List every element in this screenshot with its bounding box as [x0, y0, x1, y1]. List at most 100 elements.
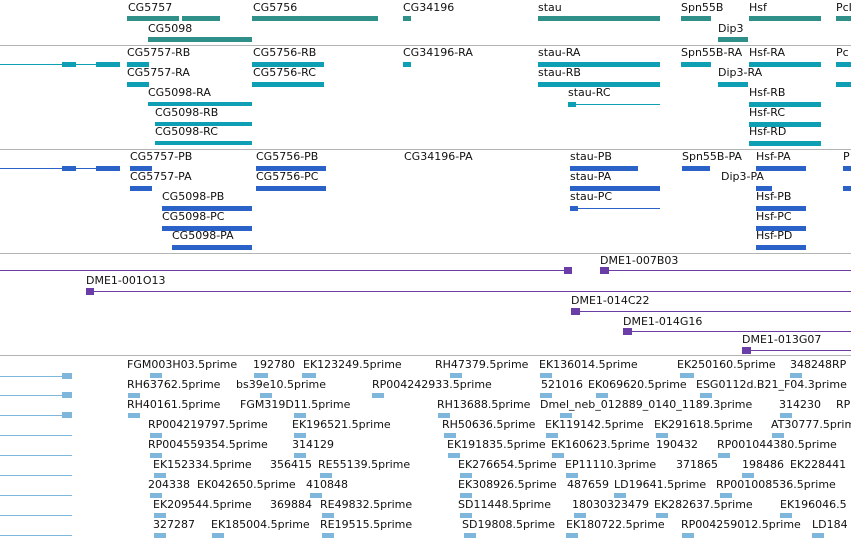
gene-cg5757-bar-2[interactable]: [182, 16, 220, 21]
transcript-exon[interactable]: [155, 141, 252, 145]
transcript-exon[interactable]: [843, 186, 851, 191]
est-marker[interactable]: [700, 393, 712, 398]
transcript-exon[interactable]: [538, 62, 660, 67]
probe-marker[interactable]: [600, 267, 609, 274]
est-marker[interactable]: [460, 493, 472, 498]
est-marker[interactable]: [680, 373, 694, 378]
probe-marker[interactable]: [742, 347, 751, 354]
est-line[interactable]: [0, 515, 72, 516]
transcript-exon[interactable]: [256, 186, 326, 191]
est-marker[interactable]: [294, 433, 306, 438]
est-marker[interactable]: [438, 413, 450, 418]
transcript-exon[interactable]: [681, 62, 711, 67]
probe-marker[interactable]: [623, 328, 632, 335]
est-marker[interactable]: [154, 473, 166, 478]
est-marker[interactable]: [62, 373, 72, 379]
est-marker[interactable]: [212, 533, 224, 538]
transcript-exon[interactable]: [256, 166, 326, 171]
transcript-exon[interactable]: [570, 166, 638, 171]
est-marker[interactable]: [566, 533, 578, 538]
transcript-line[interactable]: [0, 64, 120, 65]
est-marker[interactable]: [62, 412, 72, 418]
transcript-exon[interactable]: [130, 186, 152, 191]
est-marker[interactable]: [614, 493, 626, 498]
est-marker[interactable]: [128, 393, 140, 398]
est-marker[interactable]: [596, 393, 608, 398]
est-marker[interactable]: [372, 393, 384, 398]
gene-dip3-bar[interactable]: [718, 37, 748, 42]
est-marker[interactable]: [772, 433, 784, 438]
est-line[interactable]: [0, 495, 72, 496]
est-line[interactable]: [0, 535, 72, 536]
transcript-exon[interactable]: [756, 186, 772, 191]
gene-spn55b-bar[interactable]: [681, 16, 711, 21]
est-marker[interactable]: [566, 473, 578, 478]
probe-line[interactable]: [571, 311, 851, 312]
est-marker[interactable]: [294, 413, 306, 418]
gene-cg5757-bar[interactable]: [127, 16, 179, 21]
transcript-exon[interactable]: [749, 141, 821, 146]
est-marker[interactable]: [150, 433, 162, 438]
transcript-exon[interactable]: [749, 102, 821, 107]
transcript-exon[interactable]: [130, 166, 152, 171]
est-line[interactable]: [0, 475, 72, 476]
transcript-exon[interactable]: [843, 166, 851, 171]
transcript-exon[interactable]: [756, 166, 806, 171]
transcript-exon[interactable]: [155, 122, 252, 126]
est-marker[interactable]: [154, 533, 166, 538]
est-marker[interactable]: [62, 392, 72, 398]
transcript-exon[interactable]: [96, 166, 120, 171]
gene-cg5756-bar[interactable]: [252, 16, 378, 21]
est-marker[interactable]: [790, 373, 802, 378]
gene-stau-bar[interactable]: [538, 16, 660, 21]
transcript-exon[interactable]: [749, 62, 821, 67]
est-marker[interactable]: [682, 533, 694, 538]
transcript-exon[interactable]: [62, 62, 76, 67]
transcript-exon[interactable]: [756, 226, 806, 231]
probe-marker[interactable]: [564, 267, 572, 274]
est-marker[interactable]: [546, 433, 558, 438]
probe-line[interactable]: [86, 291, 851, 292]
transcript-line[interactable]: [0, 168, 120, 169]
transcript-exon[interactable]: [718, 82, 748, 87]
est-marker[interactable]: [780, 413, 792, 418]
transcript-exon[interactable]: [162, 206, 252, 211]
gene-cg5098-bar[interactable]: [148, 37, 252, 42]
est-marker[interactable]: [720, 493, 732, 498]
est-marker[interactable]: [460, 473, 472, 478]
est-marker[interactable]: [448, 453, 460, 458]
est-marker[interactable]: [260, 393, 272, 398]
est-marker[interactable]: [254, 373, 268, 378]
est-marker[interactable]: [444, 433, 456, 438]
transcript-line[interactable]: [570, 208, 660, 209]
transcript-exon[interactable]: [538, 82, 660, 87]
probe-marker[interactable]: [86, 288, 94, 295]
transcript-exon[interactable]: [162, 226, 252, 231]
transcript-exon[interactable]: [756, 245, 806, 250]
est-line[interactable]: [0, 376, 70, 377]
est-marker[interactable]: [150, 373, 162, 378]
transcript-exon[interactable]: [403, 62, 411, 67]
est-marker[interactable]: [302, 373, 316, 378]
est-marker[interactable]: [310, 493, 322, 498]
est-marker[interactable]: [150, 493, 162, 498]
transcript-exon[interactable]: [127, 62, 149, 67]
est-marker[interactable]: [812, 533, 824, 538]
est-marker[interactable]: [150, 453, 162, 458]
probe-line[interactable]: [742, 350, 851, 351]
probe-marker[interactable]: [571, 308, 580, 315]
transcript-exon[interactable]: [62, 166, 76, 171]
gene-cg34196-bar[interactable]: [403, 16, 411, 21]
est-marker[interactable]: [460, 513, 472, 518]
transcript-exon[interactable]: [836, 62, 851, 67]
est-marker[interactable]: [322, 513, 334, 518]
est-marker[interactable]: [574, 513, 586, 518]
transcript-exon[interactable]: [836, 82, 851, 87]
est-marker[interactable]: [540, 393, 552, 398]
transcript-exon[interactable]: [568, 102, 576, 107]
transcript-exon[interactable]: [96, 62, 120, 67]
probe-line[interactable]: [600, 270, 851, 271]
est-marker[interactable]: [154, 513, 166, 518]
transcript-exon[interactable]: [252, 82, 324, 87]
est-marker[interactable]: [656, 433, 668, 438]
